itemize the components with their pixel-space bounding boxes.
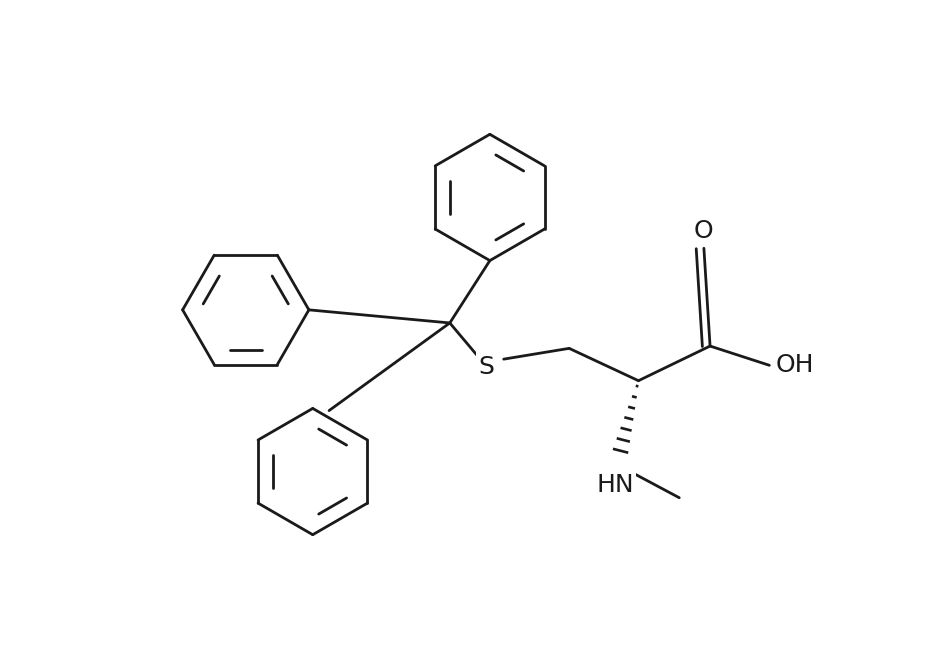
Text: OH: OH — [776, 353, 814, 377]
Text: S: S — [479, 355, 494, 379]
Text: HN: HN — [597, 473, 634, 497]
Text: O: O — [695, 219, 714, 243]
